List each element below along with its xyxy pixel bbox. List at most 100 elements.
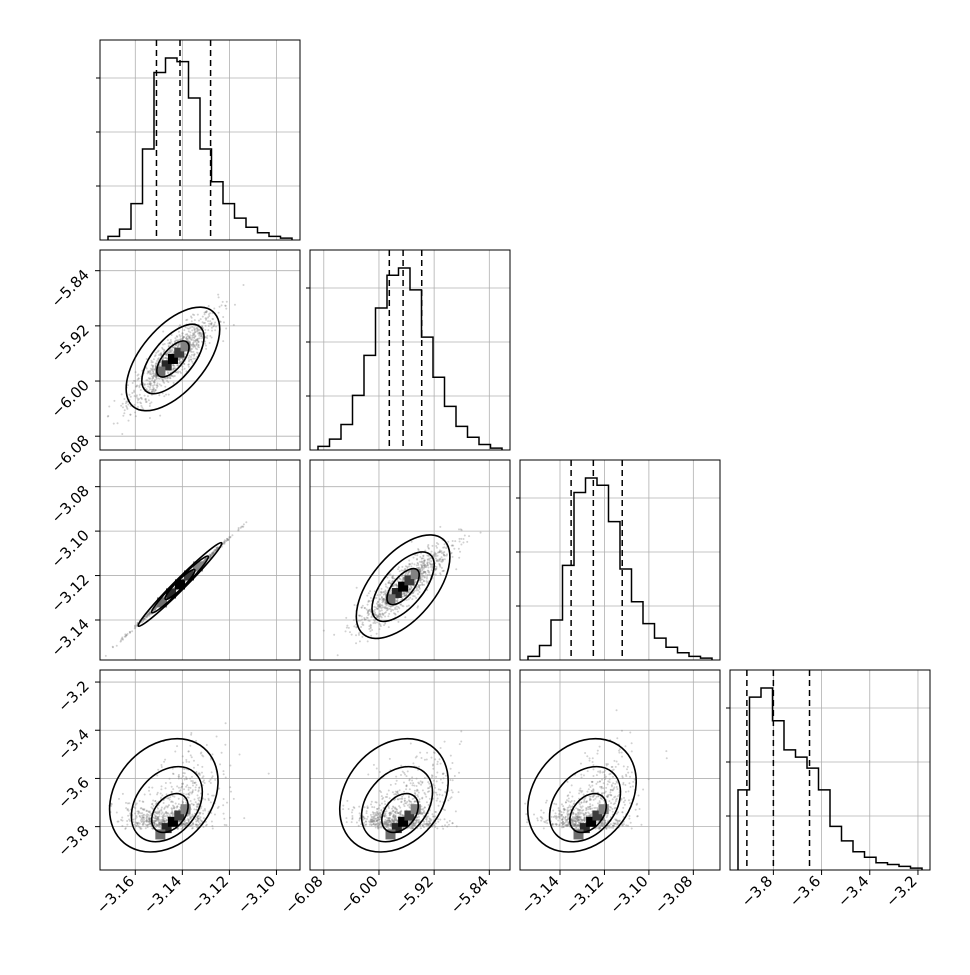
sample-point [408, 560, 410, 562]
sample-point [369, 630, 371, 632]
sample-point [206, 744, 208, 746]
sample-point [386, 576, 388, 578]
sample-point [153, 384, 155, 386]
sample-point [161, 785, 163, 787]
sample-point [427, 564, 429, 566]
sample-point [627, 766, 629, 768]
sample-point [191, 816, 193, 818]
sample-point [441, 567, 443, 569]
sample-point [416, 554, 418, 556]
sample-point [222, 301, 224, 303]
sample-point [137, 379, 139, 381]
sample-point [420, 827, 422, 829]
sample-point [147, 383, 149, 385]
sample-point [373, 764, 375, 766]
sample-point [212, 828, 214, 830]
sample-point [446, 825, 448, 827]
panel-3-1 [310, 670, 510, 870]
sample-point [392, 810, 394, 812]
sample-point [626, 768, 628, 770]
sample-point [421, 782, 423, 784]
sample-point [186, 761, 188, 763]
sample-point [414, 800, 416, 802]
sample-point [422, 789, 424, 791]
sample-point [355, 627, 357, 629]
sample-point [624, 799, 626, 801]
sample-point [406, 775, 408, 777]
sample-point [559, 817, 561, 819]
sample-point [614, 783, 616, 785]
sample-point [160, 788, 162, 790]
sample-point [442, 547, 444, 549]
sample-point [435, 568, 437, 570]
sample-point [439, 758, 441, 760]
sample-point [194, 328, 196, 330]
sample-point [222, 804, 224, 806]
sample-point [428, 571, 430, 573]
sample-point [113, 423, 115, 425]
sample-point [390, 573, 392, 575]
sample-point [436, 547, 438, 549]
sample-point [597, 771, 599, 773]
sample-point [140, 821, 142, 823]
sample-point [202, 781, 204, 783]
sample-point [393, 793, 395, 795]
sample-point [372, 818, 374, 820]
sample-point [185, 793, 187, 795]
sample-point [142, 816, 144, 818]
sample-point [152, 799, 154, 801]
sample-point [387, 608, 389, 610]
sample-point [203, 817, 205, 819]
sample-point [374, 622, 376, 624]
sample-point [419, 584, 421, 586]
sample-point [233, 324, 235, 326]
sample-point [400, 801, 402, 803]
sample-point [379, 790, 381, 792]
sample-point [196, 809, 198, 811]
sample-point [173, 796, 175, 798]
sample-point [404, 802, 406, 804]
sample-point [224, 824, 226, 826]
sample-point [224, 539, 226, 541]
sample-point [537, 819, 539, 821]
sample-point [214, 322, 216, 324]
sample-point [211, 327, 213, 329]
sample-point [419, 798, 421, 800]
sample-point [188, 761, 190, 763]
sample-point [211, 821, 213, 823]
sample-point [458, 548, 460, 550]
sample-point [160, 385, 162, 387]
sample-point [388, 605, 390, 607]
sample-point [399, 604, 401, 606]
sample-point [434, 752, 436, 754]
sample-point [439, 526, 441, 528]
sample-point [349, 631, 351, 633]
sample-point [151, 391, 153, 393]
sample-point [245, 521, 247, 523]
sample-point [174, 750, 176, 752]
sample-point [173, 382, 175, 384]
sample-point [416, 822, 418, 824]
sample-point [209, 335, 211, 337]
sample-point [225, 328, 227, 330]
sample-point [597, 750, 599, 752]
sample-point [172, 375, 174, 377]
sample-point [188, 819, 190, 821]
sample-point [190, 825, 192, 827]
sample-point [172, 364, 174, 366]
sample-point [157, 382, 159, 384]
sample-point [398, 607, 400, 609]
sample-point [416, 819, 418, 821]
sample-point [229, 817, 231, 819]
sample-point [447, 799, 449, 801]
sample-point [167, 371, 169, 373]
sample-point [404, 616, 406, 618]
sample-point [208, 323, 210, 325]
sample-point [133, 390, 135, 392]
sample-point [147, 810, 149, 812]
sample-point [436, 800, 438, 802]
sample-point [197, 794, 199, 796]
sample-point [374, 816, 376, 818]
sample-point [193, 333, 195, 335]
sample-point [214, 329, 216, 331]
